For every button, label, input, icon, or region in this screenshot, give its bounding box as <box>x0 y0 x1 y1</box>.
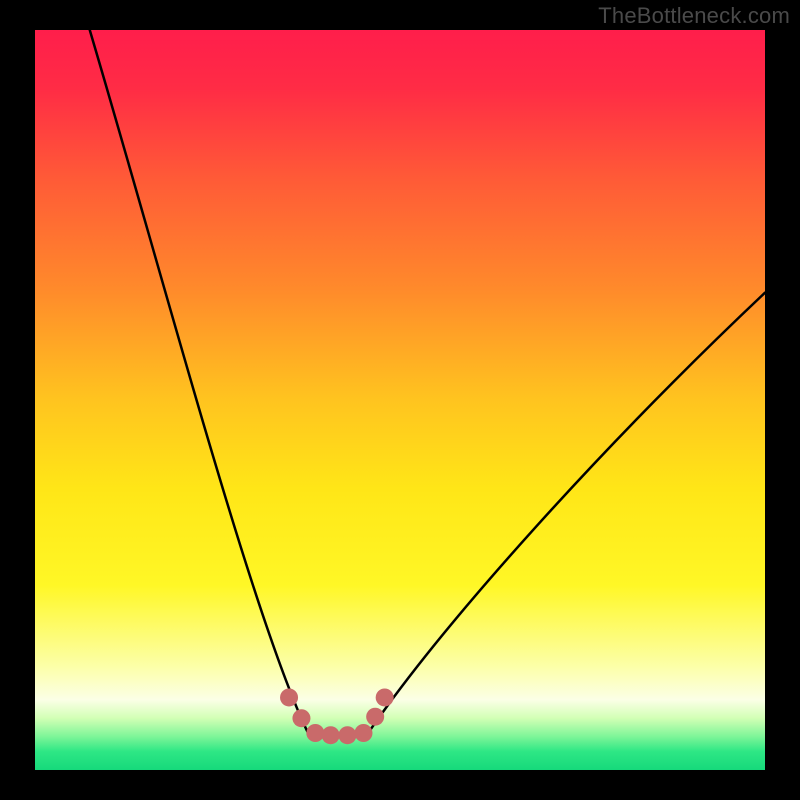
data-marker <box>355 724 373 742</box>
bottleneck-chart <box>0 0 800 800</box>
chart-container: TheBottleneck.com <box>0 0 800 800</box>
data-marker <box>306 724 324 742</box>
data-marker <box>280 688 298 706</box>
data-marker <box>366 708 384 726</box>
data-marker <box>376 688 394 706</box>
data-marker <box>292 709 310 727</box>
data-marker <box>322 726 340 744</box>
watermark-text: TheBottleneck.com <box>598 3 790 29</box>
data-marker <box>338 726 356 744</box>
